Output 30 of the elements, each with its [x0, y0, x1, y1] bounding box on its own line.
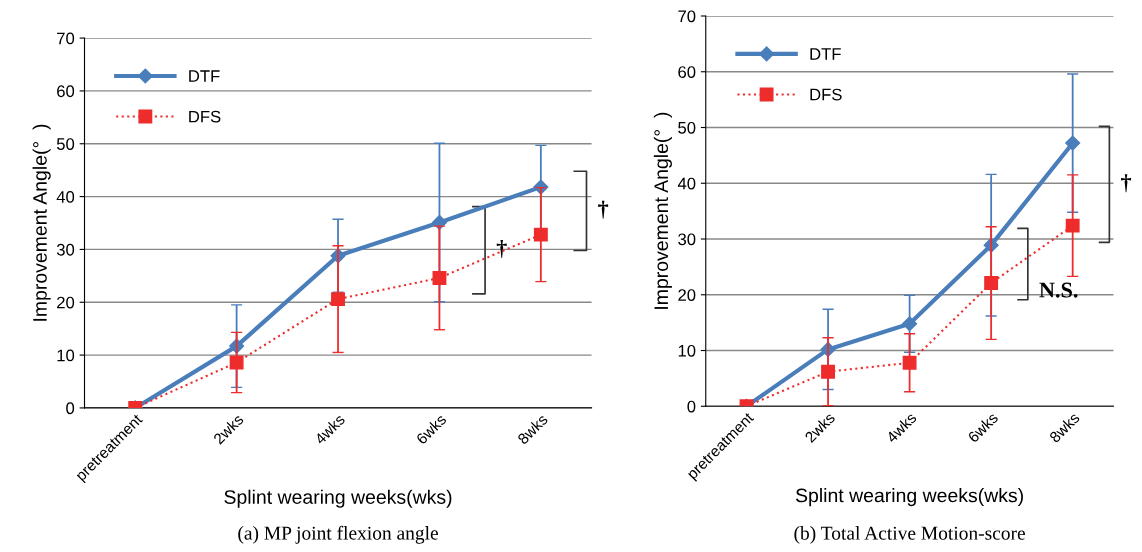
y-tick-label: 30 — [56, 243, 75, 256]
y-tick-label: 30 — [678, 233, 696, 246]
y-tick-label: 70 — [678, 10, 696, 23]
y-tick-label: 0 — [687, 400, 696, 413]
y-tick-label: 10 — [678, 344, 696, 357]
legend-label: DTF — [810, 48, 841, 60]
annotation: N.S. — [1039, 282, 1078, 298]
annotation: † — [598, 200, 609, 219]
y-tick-label: 40 — [56, 190, 75, 203]
y-tick-label: 60 — [57, 85, 75, 98]
y-tick-label: 10 — [57, 349, 75, 362]
y-tick-label: 20 — [57, 296, 75, 309]
y-tick-label: 50 — [678, 121, 696, 134]
annotation: † — [1121, 174, 1132, 193]
y-axis-title: Improvement Angle(° ) — [653, 112, 672, 309]
y-tick-label: 50 — [56, 138, 75, 150]
y-tick-label: 60 — [678, 66, 696, 78]
y-tick-label: 70 — [57, 32, 75, 45]
y-axis-title: Improvement Angle(° ) — [32, 124, 51, 321]
annotation: † — [496, 239, 507, 258]
text: (b) Total Active Motion-score — [794, 526, 1025, 544]
legend-label: DFS — [810, 88, 842, 101]
y-tick-label: 20 — [678, 289, 696, 301]
text: (a) MP joint flexion angle — [238, 525, 438, 544]
x-axis-title: Splint wearing weeks(wks) — [224, 489, 452, 508]
y-tick-label: 40 — [677, 177, 696, 190]
x-axis-title: Splint wearing weeks(wks) — [795, 488, 1023, 507]
y-tick-label: 0 — [66, 402, 75, 415]
legend-label: DTF — [189, 70, 220, 82]
legend-label: DFS — [189, 110, 221, 123]
